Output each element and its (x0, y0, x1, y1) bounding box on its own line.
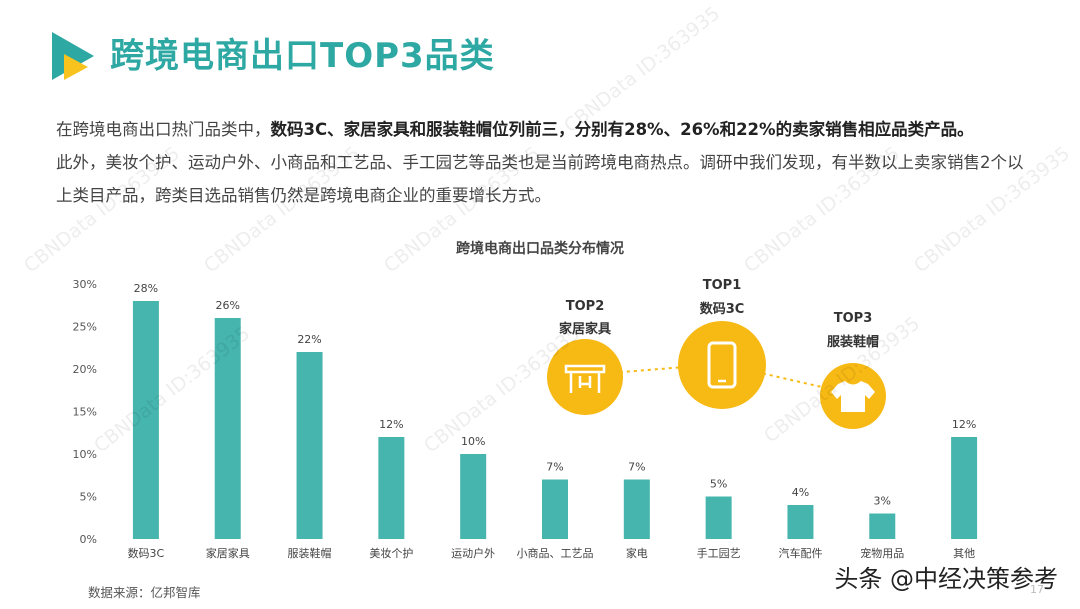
y-tick-label: 25% (73, 321, 97, 334)
intro-text-lead: 在跨境电商出口热门品类中， (56, 120, 271, 139)
bar-value-label: 7% (628, 461, 645, 474)
bar-value-label: 22% (297, 333, 321, 346)
smartphone-icon (707, 341, 737, 389)
bar (869, 513, 896, 539)
x-tick-label: 家电 (626, 546, 648, 560)
top1-name: 数码3C (700, 301, 745, 317)
bar (705, 496, 732, 539)
bar (787, 505, 814, 539)
top1-rank: TOP1 (703, 278, 742, 293)
bar (296, 352, 323, 539)
top3-name: 服装鞋帽 (827, 334, 879, 350)
y-tick-label: 5% (80, 491, 97, 504)
intro-text-rest: 此外，美妆个护、运动户外、小商品和工艺品、手工园艺等品类也是当前跨境电商热点。调… (56, 153, 1024, 205)
bars-group: 28% 26% 22% 12% 10% 7% 7% 5% 4% 3% 12% (132, 282, 978, 539)
top2-circle (547, 339, 623, 415)
top1-circle (678, 321, 766, 409)
x-tick-label: 家居家具 (206, 546, 250, 560)
y-tick-label: 0% (80, 533, 97, 546)
y-axis: 0% 5% 10% 15% 20% 25% 30% (73, 278, 97, 546)
bar (542, 479, 568, 539)
x-tick-label: 宠物用品 (860, 546, 904, 560)
y-tick-label: 20% (73, 363, 97, 376)
y-tick-label: 15% (73, 406, 97, 419)
bar (378, 437, 405, 539)
bar-value-label: 28% (134, 282, 158, 295)
bar (623, 479, 650, 539)
data-source: 数据来源：亿邦智库 (88, 585, 201, 600)
bar (951, 437, 978, 539)
x-tick-label: 美妆个护 (369, 546, 413, 560)
bar-value-label: 4% (792, 486, 809, 499)
x-axis-labels: 数码3C 家居家具 服装鞋帽 美妆个护 运动户外 小商品、工艺品 家电 手工园艺 汽车配件 宠物用… (128, 546, 976, 560)
top2-rank: TOP2 (566, 299, 605, 314)
top2-name: 家居家具 (559, 321, 611, 337)
x-tick-label: 服装鞋帽 (288, 546, 332, 560)
bar-value-label: 5% (710, 478, 727, 491)
x-tick-label: 汽车配件 (778, 546, 822, 560)
brand-logo-icon (52, 32, 94, 80)
y-tick-label: 30% (73, 278, 97, 291)
x-tick-label: 其他 (953, 547, 975, 560)
intro-text-highlight: 数码3C、家居家具和服装鞋帽位列前三，分别有28%、26%和22%的卖家销售相应… (270, 120, 974, 139)
tshirt-icon (831, 381, 875, 412)
bar-value-label: 7% (546, 461, 563, 474)
x-tick-label: 运动户外 (451, 546, 495, 560)
bar (214, 318, 241, 539)
table-icon (564, 364, 606, 393)
page-number: 17 (1030, 583, 1044, 596)
publisher-credit: 头条 @中经决策参考 (834, 565, 1058, 593)
bar (460, 454, 487, 539)
bar (132, 301, 159, 539)
intro-paragraph: 在跨境电商出口热门品类中，数码3C、家居家具和服装鞋帽位列前三，分别有28%、2… (56, 113, 1036, 212)
chart-title: 跨境电商出口品类分布情况 (456, 241, 624, 257)
page-title: 跨境电商出口TOP3品类 (110, 36, 495, 76)
y-tick-label: 10% (73, 448, 97, 461)
bar-value-label: 12% (379, 418, 403, 431)
x-tick-label: 手工园艺 (697, 546, 741, 560)
x-tick-label: 数码3C (128, 547, 165, 560)
bar-value-label: 26% (216, 299, 240, 312)
bar-value-label: 10% (461, 435, 485, 448)
top3-rank: TOP3 (834, 311, 873, 326)
bar-value-label: 3% (874, 495, 891, 508)
bar-value-label: 12% (952, 418, 976, 431)
x-tick-label: 小商品、工艺品 (517, 546, 594, 560)
